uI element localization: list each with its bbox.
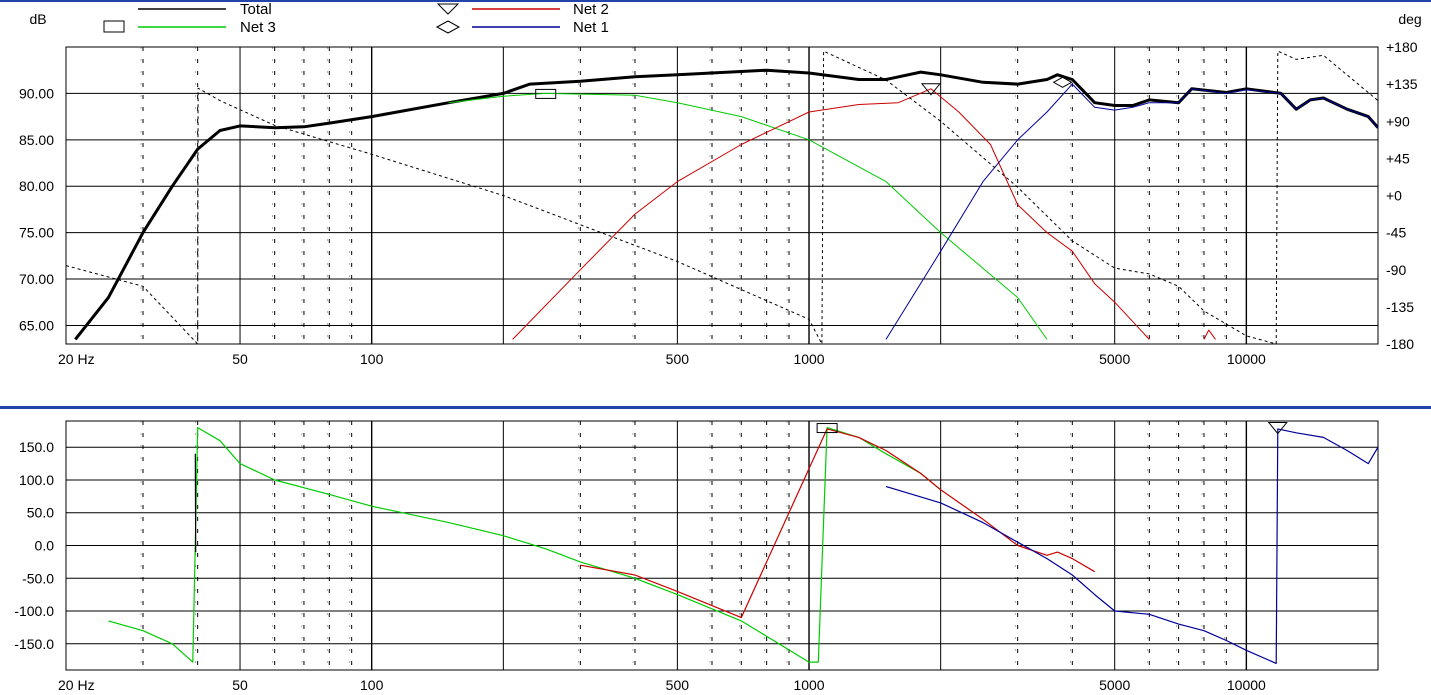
y-tick-label: 150.0 [19, 439, 54, 455]
x-tick-label: 10000 [1227, 351, 1266, 367]
pane-divider [0, 406, 1431, 409]
legend-marker-square [103, 20, 125, 33]
y2-tick-label: +45 [1386, 150, 1410, 166]
y-tick-label: -50.0 [22, 570, 54, 586]
legend-label: Net 3 [240, 19, 276, 36]
y2-tick-label: -90 [1386, 262, 1406, 278]
phase-chart: 150.0 100.0 50.0 0.0 -50.0 -100.0 -150.0 20 Hz 5… [14, 420, 1379, 693]
marker-diamond [1052, 76, 1073, 88]
y2-tick-label: +180 [1386, 39, 1418, 55]
x-tick-label: 50 [232, 677, 248, 693]
y-tick-label: 80.00 [19, 178, 54, 194]
y-tick-label: 0.0 [35, 538, 55, 554]
x-tick-label: 20 Hz [58, 351, 95, 367]
y-tick-label: 50.0 [27, 505, 54, 521]
marker-triangle [920, 83, 941, 96]
x-tick-label: 20 Hz [58, 677, 95, 693]
marker-square [535, 88, 557, 99]
y2-tick-label: +90 [1386, 113, 1410, 129]
marker-square [816, 423, 838, 434]
series-line-net-3 [108, 427, 942, 663]
y-tick-label: 90.00 [19, 85, 54, 101]
y-tick-label: 70.00 [19, 271, 54, 287]
y-axis-title: dB [29, 11, 46, 27]
x-tick-label: 50 [232, 351, 248, 367]
series-line-net-1 [885, 428, 1378, 665]
y2-tick-label: -180 [1386, 336, 1414, 352]
y2-tick-label: -45 [1386, 225, 1406, 241]
legend-marker-diamond [435, 20, 461, 34]
y2-tick-label: -135 [1386, 299, 1414, 315]
series-line-net-2-hf [1203, 329, 1216, 340]
series-line-total [74, 68, 1378, 341]
y-tick-label: -150.0 [14, 636, 54, 652]
y2-tick-label: +135 [1386, 76, 1418, 92]
y-tick-label: 100.0 [19, 472, 54, 488]
series-line-net-1 [885, 83, 1378, 340]
series-line-net-2 [512, 88, 1150, 340]
legend-label: Net 1 [573, 19, 609, 36]
y2-tick-label: +0 [1386, 188, 1402, 204]
x-tick-label: 100 [360, 677, 384, 693]
x-tick-label: 1000 [793, 677, 824, 693]
series-line-phase [66, 50, 1378, 344]
series-line-net-3 [448, 92, 1048, 340]
x-tick-label: 5000 [1099, 351, 1130, 367]
y2-axis-title: deg [1398, 11, 1421, 27]
x-tick-label: 500 [666, 351, 690, 367]
x-tick-label: 1000 [793, 351, 824, 367]
plot-frame [65, 46, 1379, 345]
x-tick-label: 100 [360, 351, 384, 367]
marker-triangle [1267, 422, 1288, 435]
y-tick-label: 65.00 [19, 317, 54, 333]
magnitude-chart: 90.00 85.00 80.00 75.00 70.00 65.00 +180 +135 +9… [19, 1, 1422, 367]
y-tick-label: 85.00 [19, 132, 54, 148]
x-tick-label: 500 [666, 677, 690, 693]
legend-label: Total [240, 1, 272, 18]
legend-marker-triangle [436, 3, 460, 15]
y-tick-label: -100.0 [14, 603, 54, 619]
top-border [0, 0, 1431, 2]
y-tick-label: 75.00 [19, 225, 54, 241]
series-line-net-2 [580, 428, 1096, 619]
x-tick-label: 5000 [1099, 677, 1130, 693]
legend-label: Net 2 [573, 1, 609, 18]
x-tick-label: 10000 [1227, 677, 1266, 693]
